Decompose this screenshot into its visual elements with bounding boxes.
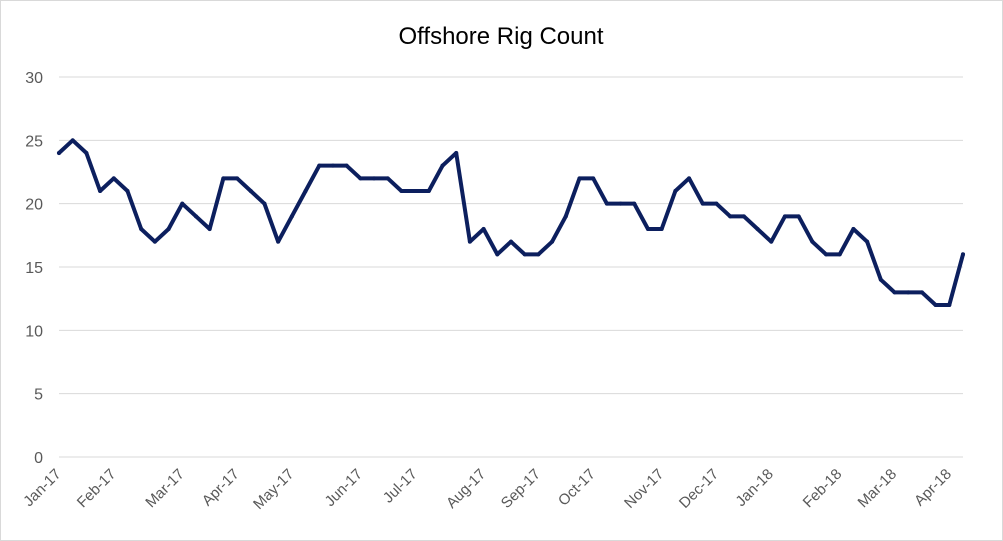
- data-point: [810, 239, 815, 244]
- data-point: [837, 252, 842, 257]
- data-point: [728, 214, 733, 219]
- x-tick-label: Sep-17: [498, 466, 544, 512]
- data-point: [125, 189, 130, 193]
- data-point: [235, 176, 240, 181]
- x-tick-label: Feb-17: [74, 466, 120, 512]
- data-point: [865, 239, 870, 244]
- data-point: [659, 227, 664, 231]
- data-point: [221, 176, 226, 181]
- data-point: [782, 214, 787, 219]
- data-point: [207, 227, 212, 231]
- data-point: [673, 189, 678, 193]
- x-tick-label: Mar-17: [142, 466, 188, 512]
- data-point: [413, 189, 418, 193]
- data-point: [604, 201, 609, 206]
- data-point: [344, 163, 349, 168]
- x-tick-label: Oct-17: [555, 466, 599, 510]
- y-tick-label: 0: [34, 450, 43, 467]
- data-point: [892, 290, 897, 295]
- data-point: [509, 239, 513, 244]
- data-point: [248, 189, 253, 193]
- data-point: [454, 151, 459, 155]
- x-tick-label: Apr-17: [199, 466, 243, 510]
- x-tick-label: Jan-17: [20, 466, 64, 510]
- data-point: [111, 176, 116, 181]
- data-point: [139, 227, 144, 231]
- data-point: [84, 151, 89, 155]
- chart-title: Offshore Rig Count: [399, 23, 604, 50]
- data-point: [495, 252, 500, 257]
- data-point: [961, 252, 965, 257]
- data-point: [591, 176, 596, 181]
- x-tick-label: Jun-17: [322, 466, 366, 510]
- y-axis-tick-labels: 0 5 10 15 20 25 30: [25, 70, 43, 467]
- y-tick-label: 10: [25, 323, 43, 340]
- x-axis-tick-labels: Jan-17 Feb-17 Mar-17 Apr-17 May-17 Jun-17 Jul-…: [20, 466, 955, 513]
- data-point: [906, 290, 911, 295]
- data-point: [577, 176, 582, 181]
- data-point: [714, 201, 719, 206]
- data-point: [933, 303, 938, 307]
- x-tick-label: Nov-17: [621, 466, 667, 512]
- data-point: [947, 303, 952, 307]
- data-point: [152, 239, 157, 244]
- data-point: [276, 239, 281, 244]
- x-tick-label: May-17: [250, 466, 297, 513]
- gridlines: [59, 76, 963, 458]
- data-point: [303, 189, 308, 193]
- data-point: [536, 252, 541, 257]
- y-tick-label: 5: [34, 387, 43, 404]
- data-point: [358, 176, 363, 181]
- data-point: [919, 290, 924, 295]
- y-tick-label: 25: [25, 133, 43, 150]
- series-layer: [57, 138, 965, 307]
- x-tick-label: Dec-17: [676, 466, 722, 512]
- data-point: [645, 227, 650, 231]
- x-tick-label: Aug-17: [443, 466, 489, 512]
- data-point: [166, 227, 171, 231]
- data-point: [330, 163, 335, 168]
- data-point: [385, 176, 390, 181]
- data-point: [317, 163, 322, 168]
- data-point: [399, 189, 404, 193]
- data-point: [687, 176, 692, 181]
- x-tick-label: Jan-18: [732, 466, 776, 510]
- data-point: [563, 214, 568, 219]
- data-point: [70, 138, 75, 143]
- data-point: [98, 189, 103, 193]
- data-point: [372, 176, 377, 181]
- data-point: [481, 227, 486, 231]
- data-point: [440, 163, 445, 168]
- data-point: [700, 201, 705, 206]
- data-point: [632, 201, 637, 206]
- data-point: [618, 201, 623, 206]
- x-tick-label: Mar-18: [855, 466, 901, 512]
- data-point: [193, 214, 198, 219]
- data-point: [426, 189, 431, 193]
- data-point: [467, 239, 472, 244]
- data-point: [180, 201, 185, 206]
- data-point: [289, 214, 294, 219]
- data-point: [550, 239, 555, 244]
- data-point: [755, 227, 760, 231]
- data-point: [57, 151, 61, 155]
- y-tick-label: 15: [25, 260, 43, 277]
- data-point: [769, 239, 774, 244]
- x-tick-label: Jul-17: [380, 466, 421, 507]
- series-line: [57, 138, 965, 307]
- data-point: [851, 227, 856, 231]
- data-point: [824, 252, 829, 257]
- x-tick-label: Apr-18: [911, 466, 955, 510]
- data-point: [741, 214, 746, 219]
- x-tick-label: Feb-18: [800, 466, 846, 512]
- data-point: [522, 252, 527, 257]
- data-point: [878, 277, 883, 282]
- data-point: [796, 214, 801, 219]
- y-tick-label: 20: [25, 197, 43, 214]
- y-tick-label: 30: [25, 70, 43, 87]
- data-point: [262, 201, 267, 206]
